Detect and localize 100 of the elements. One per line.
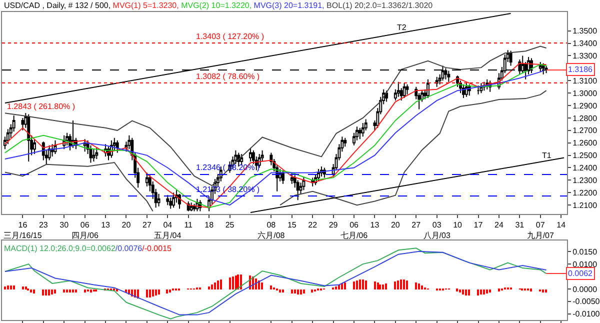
y-tick-label: 1.3300 [572, 52, 598, 61]
bar [149, 289, 151, 298]
candlestick [406, 84, 409, 95]
bar [297, 289, 299, 294]
annotation: 0.0062 [568, 269, 594, 278]
candlestick [358, 127, 362, 140]
y-tick-label: 1.3100 [572, 76, 598, 86]
y-tick-label: 1.2300 [572, 176, 598, 185]
x-tick-label: 27 [142, 220, 152, 230]
x-tick-label: 18 [204, 220, 214, 230]
bar [7, 285, 9, 290]
candlestick [33, 138, 36, 155]
text: MACD(1) 12.0;26.0;9.0=0.0062 [4, 244, 116, 253]
bar [498, 288, 500, 292]
bar [385, 283, 387, 290]
bar [146, 289, 148, 298]
candlestick [50, 144, 54, 158]
bar [25, 286, 27, 290]
candlestick [172, 192, 176, 208]
candlestick [157, 193, 160, 207]
bar [480, 289, 482, 294]
x-tick-label: 14 [556, 220, 566, 230]
candlestick [290, 172, 294, 184]
bar [462, 289, 464, 294]
candlestick [396, 81, 400, 98]
candlestick [462, 84, 465, 99]
candlestick [302, 176, 306, 191]
candlestick [258, 154, 261, 168]
bar [394, 281, 396, 290]
chart-title: USD/CAD , Daily, # 132 / 500, [4, 1, 111, 10]
bar [152, 289, 154, 296]
bar [344, 282, 346, 290]
candlestick [317, 168, 320, 182]
bar [45, 289, 47, 296]
y-tick-label: 1.2900 [572, 101, 598, 110]
annotation: 1.3186 [568, 65, 594, 74]
bar [335, 286, 337, 290]
bar [255, 278, 257, 290]
candlestick [95, 147, 98, 160]
bar [90, 289, 92, 292]
bar [456, 288, 458, 292]
bar [237, 274, 239, 290]
bar [155, 289, 157, 296]
x-tick-label: 25 [225, 220, 235, 230]
bar [10, 285, 12, 290]
bar [261, 282, 263, 290]
x-tick-label: 06 七月/06 [340, 220, 368, 240]
bar [84, 289, 86, 292]
bar [397, 280, 399, 290]
annotation: T1 [542, 151, 552, 160]
x-tick-label: 29 [328, 220, 338, 230]
candlestick [344, 137, 347, 148]
bar [382, 284, 384, 290]
candlestick [178, 193, 181, 210]
candlestick [234, 150, 238, 165]
x-tick-label: 03 八月/03 [423, 220, 451, 240]
bar [465, 289, 467, 296]
bar [158, 289, 160, 294]
candlestick [464, 82, 468, 98]
annotation: 1.2843 ( 261.80% ) [7, 102, 76, 111]
bar [486, 289, 488, 294]
x-tick-label: 30 [60, 220, 70, 230]
candlestick [166, 194, 170, 206]
candlestick [518, 58, 522, 75]
text: BOL(1) 20;2.0=1.3362/1.3020 [326, 1, 434, 10]
bar [63, 289, 65, 292]
candlestick [89, 144, 92, 164]
x-tick-label: 04 五月/04 [154, 220, 182, 240]
bar [232, 276, 234, 290]
bar [311, 289, 313, 292]
x-tick-label: 20 [122, 220, 132, 230]
bar [169, 289, 171, 292]
y-tick-label: 0.0150 [572, 247, 598, 256]
bar [403, 279, 405, 290]
bar [13, 285, 15, 290]
bar [365, 280, 367, 290]
candlestick [426, 78, 430, 99]
candlestick [240, 154, 244, 166]
x-tick-label: 06 四月/06 [71, 220, 99, 240]
y-tick-label: 1.3500 [572, 26, 598, 36]
bar [406, 280, 408, 290]
bar [66, 289, 68, 292]
bar [214, 282, 216, 290]
candlestick [361, 122, 364, 138]
bar [545, 289, 547, 292]
candlestick [190, 202, 193, 212]
y-tick-label: 0.0100 [572, 260, 598, 269]
y-tick-label: 1.3000 [572, 88, 598, 98]
y-tick-label: 0.0000 [572, 284, 598, 294]
y-tick-label: 1.2600 [572, 138, 598, 148]
y-tick-label: 1.2500 [572, 151, 598, 160]
bar [48, 289, 50, 296]
bar [418, 283, 420, 290]
ref-line-label: 1.3403 ( 127.20% ) [196, 32, 264, 41]
bar [22, 286, 24, 290]
bar [359, 279, 361, 290]
bar [217, 280, 219, 290]
text: /0.0076 [115, 244, 143, 253]
candlestick [192, 203, 196, 212]
text: MVG(2) 10=1.3220, [181, 1, 252, 10]
